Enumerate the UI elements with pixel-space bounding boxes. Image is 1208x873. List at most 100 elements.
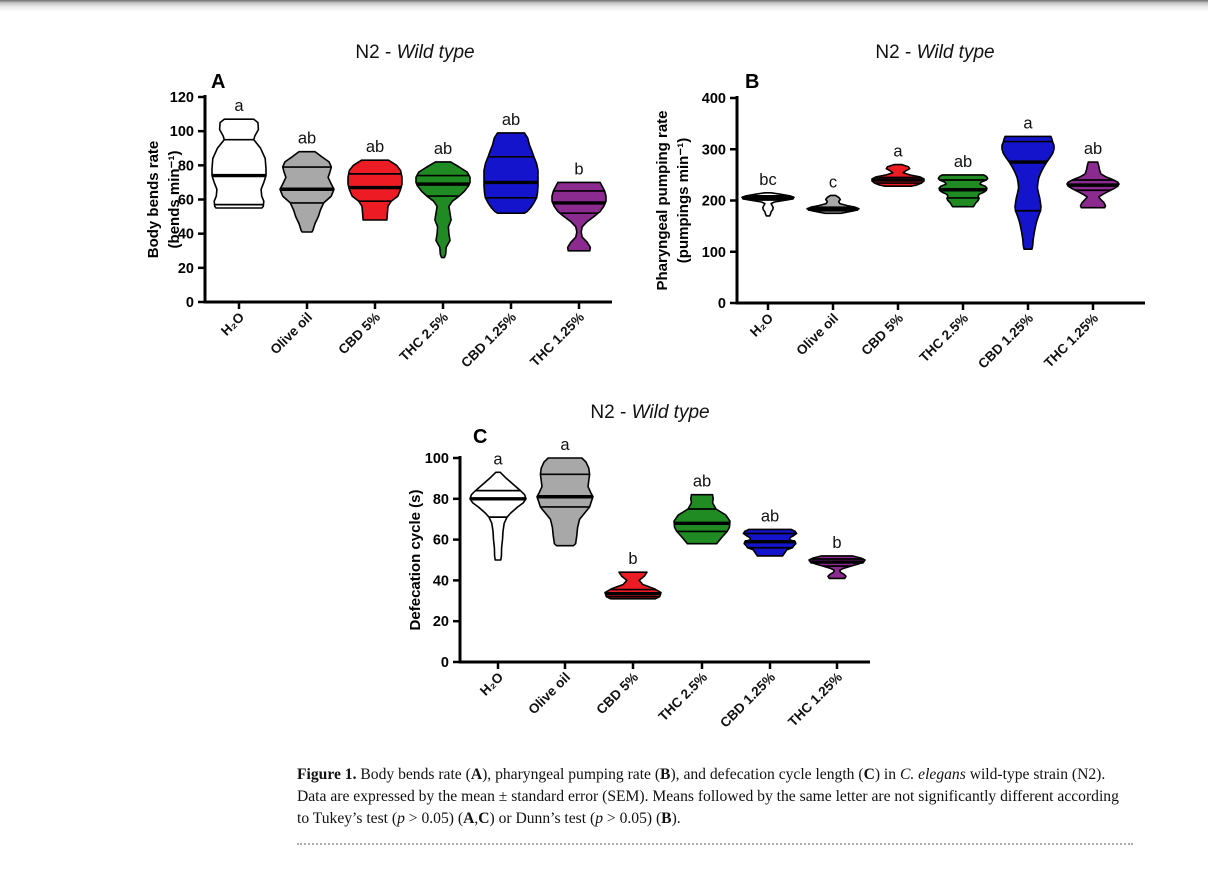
significance-letter: bc xyxy=(759,171,776,189)
x-tick-label: CBD 5% xyxy=(593,670,641,718)
caption-segment: A xyxy=(470,766,483,783)
caption-segment: p xyxy=(397,810,405,828)
panel-title: N2 - Wild type xyxy=(875,42,994,63)
y-axis-label: Defecation cycle (s) xyxy=(407,490,424,631)
x-tick-label: CBD 1.25% xyxy=(717,670,778,731)
y-tick-label: 400 xyxy=(702,91,726,107)
panel-letter: A xyxy=(211,71,225,93)
y-tick-label: 20 xyxy=(178,261,194,277)
figure-caption: Figure 1. Body bends rate (A), pharyngea… xyxy=(297,764,1121,830)
caption-segment: p xyxy=(595,810,603,828)
y-tick-label: 40 xyxy=(433,573,449,589)
caption-segment: ), pharyngeal pumping rate ( xyxy=(482,766,661,783)
x-tick-label: CBD 1.25% xyxy=(975,311,1036,372)
significance-letter: ab xyxy=(954,153,972,171)
violin-Olive oil xyxy=(279,150,335,233)
panel-title: N2 - Wild type xyxy=(355,42,474,63)
caption-segment: , xyxy=(474,810,479,828)
violin-H₂O xyxy=(469,471,527,561)
caption-segment: B xyxy=(660,766,671,783)
significance-letter: a xyxy=(234,97,244,115)
significance-letter: a xyxy=(893,143,903,161)
significance-letter: a xyxy=(493,450,503,468)
violin-Olive oil xyxy=(536,457,594,547)
x-tick-label: H₂O xyxy=(477,670,506,699)
y-axis-label: Body bends rate xyxy=(145,141,162,259)
y-tick-label: 0 xyxy=(441,655,449,671)
violin-CBD 1.25% xyxy=(483,132,539,214)
significance-letter: ab xyxy=(366,138,384,156)
caption-segment: C. elegans xyxy=(899,766,966,783)
x-tick-label: THC 1.25% xyxy=(1041,311,1101,371)
panel-c-svg: N2 - Wild type C Defecation cycle (s) 0 20 40… xyxy=(407,402,870,731)
caption-segment: B xyxy=(661,810,672,828)
y-axis-label: Pharyngeal pumping rate xyxy=(655,110,671,290)
caption-segment: ), and defecation cycle length ( xyxy=(670,766,864,783)
y-tick-label: 20 xyxy=(433,614,449,630)
violin-CBD 1.25% xyxy=(1001,135,1055,250)
panel-a-chart: N2 - Wild type A Body bends rate (bends min… xyxy=(128,20,640,392)
panel-letter: B xyxy=(745,71,759,93)
significance-letter: b xyxy=(574,160,583,178)
x-tick-label: Olive oil xyxy=(793,311,841,359)
x-tick-label: CBD 5% xyxy=(335,310,383,358)
caption-segment: > 0.05) ( xyxy=(404,810,464,828)
x-tick-label: Olive oil xyxy=(525,670,573,718)
significance-letter: ab xyxy=(502,111,520,129)
y-tick-label: 100 xyxy=(170,124,194,140)
caption-segment: > 0.05) ( xyxy=(602,810,662,828)
y-tick-label: 80 xyxy=(178,158,194,174)
y-tick-label: 200 xyxy=(702,194,726,210)
significance-letter: a xyxy=(1023,114,1033,132)
caption-segment: A xyxy=(463,810,475,828)
caption-segment: ) in xyxy=(874,766,900,783)
panel-title: N2 - Wild type xyxy=(590,402,709,423)
panel-b-svg: N2 - Wild type B Pharyngeal pumping rate (p… xyxy=(655,42,1145,372)
significance-letter: a xyxy=(560,436,570,454)
violin-THC 1.25% xyxy=(551,181,607,252)
x-tick-label: THC 2.5% xyxy=(916,311,971,366)
significance-letter: ab xyxy=(298,130,316,148)
y-tick-label: 60 xyxy=(433,533,449,549)
y-tick-label: 100 xyxy=(702,245,726,261)
x-tick-label: H₂O xyxy=(747,311,776,340)
caption-segment: ). xyxy=(671,810,681,828)
panel-a-svg: N2 - Wild type A Body bends rate (bends min… xyxy=(145,42,612,371)
violin-H₂O xyxy=(211,118,267,209)
y-axis-label: (bends min⁻¹) xyxy=(166,151,183,249)
y-tick-label: 80 xyxy=(433,492,449,508)
caption-segment: wild-type strain (N2). Data are expresse… xyxy=(297,766,1119,828)
significance-letter: ab xyxy=(761,507,779,525)
panel-c-chart: N2 - Wild type C Defecation cycle (s) 0 20 40… xyxy=(380,392,895,764)
caption-segment: Figure 1. xyxy=(297,766,357,783)
panel-letter: C xyxy=(473,426,487,448)
caption-segment: C xyxy=(478,810,490,828)
y-axis-label: (pumpings min⁻¹) xyxy=(675,138,692,263)
y-tick-label: 60 xyxy=(178,193,194,209)
y-tick-label: 100 xyxy=(425,451,449,467)
y-tick-label: 40 xyxy=(178,227,194,243)
violin-CBD 5% xyxy=(347,159,403,221)
x-tick-label: THC 1.25% xyxy=(527,310,587,370)
significance-letter: ab xyxy=(434,140,452,158)
significance-letter: b xyxy=(628,550,637,568)
violin-THC 2.5% xyxy=(673,493,731,545)
caption-segment: Body bends rate ( xyxy=(356,766,471,783)
x-tick-label: CBD 5% xyxy=(858,311,906,359)
x-tick-label: CBD 1.25% xyxy=(458,310,519,371)
significance-letter: b xyxy=(832,534,841,552)
dotted-divider xyxy=(297,843,1133,845)
caption-segment: C xyxy=(863,766,875,783)
y-tick-label: 0 xyxy=(186,295,194,311)
significance-letter: ab xyxy=(693,473,711,491)
y-tick-label: 0 xyxy=(718,296,726,312)
x-tick-label: THC 1.25% xyxy=(785,670,845,730)
x-tick-label: H₂O xyxy=(218,310,247,339)
x-tick-label: Olive oil xyxy=(267,310,315,358)
x-tick-label: THC 2.5% xyxy=(396,310,451,365)
x-tick-label: THC 2.5% xyxy=(655,670,710,725)
page-top-edge xyxy=(0,0,1208,12)
y-tick-label: 300 xyxy=(702,142,726,158)
caption-segment: ) or Dunn’s test ( xyxy=(489,810,596,828)
